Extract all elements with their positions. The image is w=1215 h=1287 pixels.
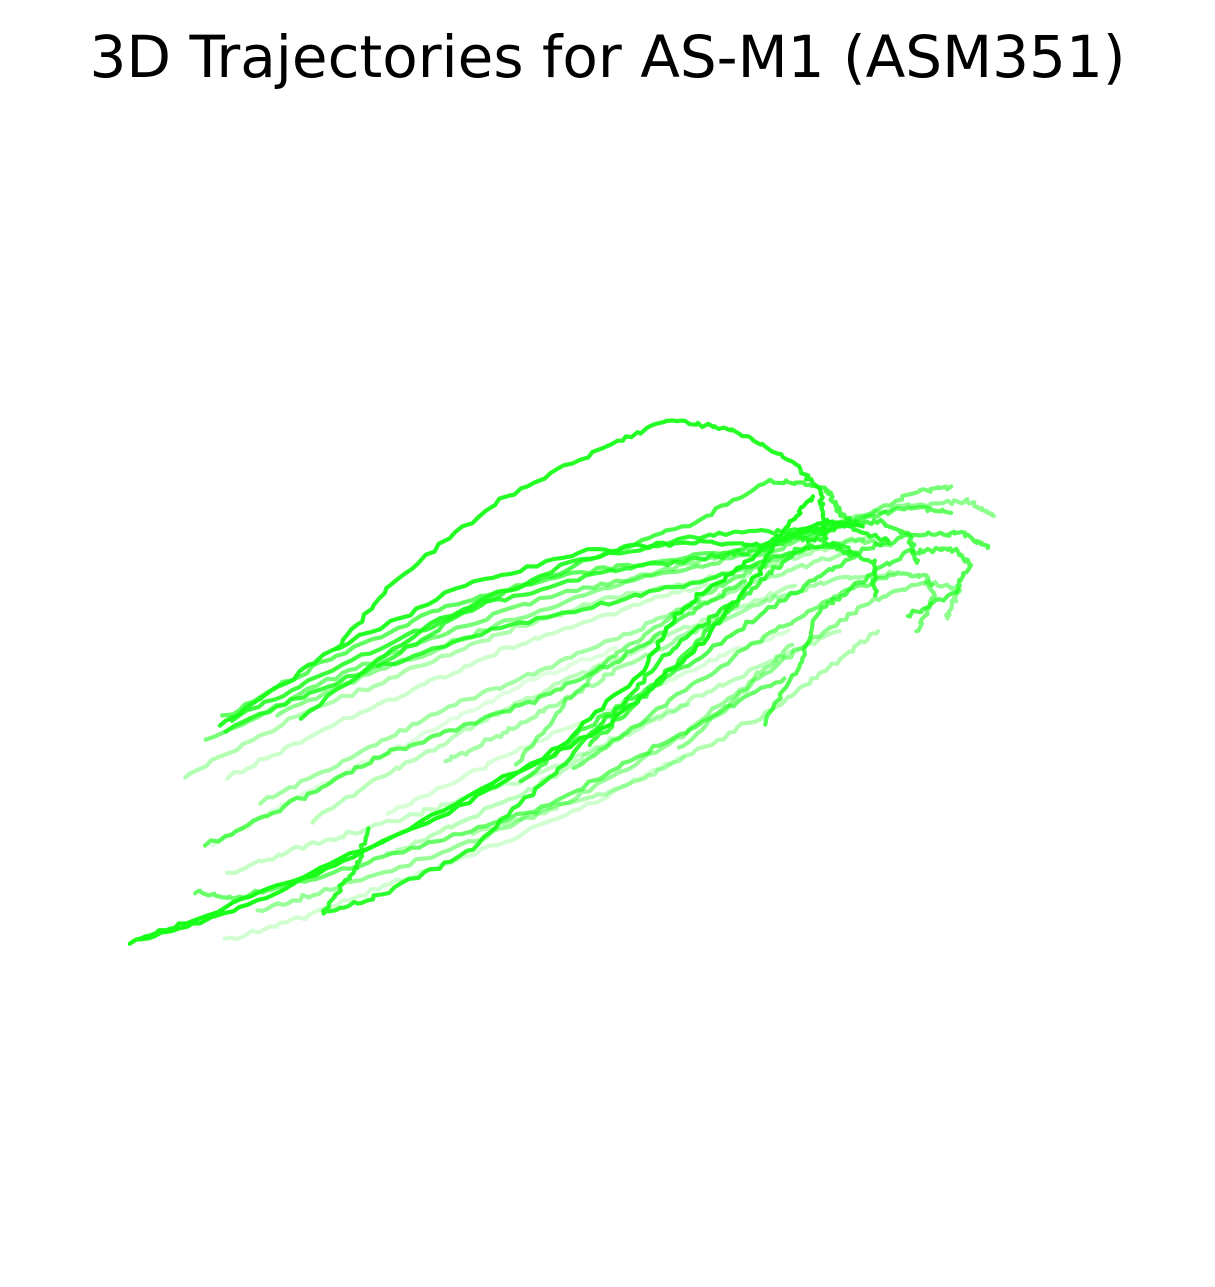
trajectory-line-3 <box>333 418 830 652</box>
trajectory-line-6 <box>321 600 735 916</box>
trajectory-line-18 <box>513 536 893 767</box>
trajectory-line-23 <box>443 569 896 764</box>
trajectory-line-25 <box>470 629 881 837</box>
trajectory-line-12 <box>518 529 991 784</box>
trajectory-line-30 <box>222 754 686 942</box>
chart-title: 3D Trajectories for AS-M1 (ASM351) <box>89 23 1126 91</box>
trajectory-line-2 <box>137 519 865 942</box>
trajectory-line-31 <box>385 628 791 816</box>
trajectory-group <box>127 418 996 946</box>
trajectory-line-32 <box>210 645 618 848</box>
trajectory-line-29 <box>225 572 760 781</box>
trajectory-line-17 <box>571 570 937 771</box>
trajectory-line-19 <box>275 497 996 718</box>
trajectory-line-14 <box>202 578 747 848</box>
trajectory-line-21 <box>255 642 795 913</box>
trajectory-line-26 <box>310 583 798 825</box>
trajectory-line-20 <box>676 579 963 750</box>
trajectory-line-24 <box>183 535 869 780</box>
trajectory-line-16 <box>203 484 954 742</box>
trajectory-line-22 <box>258 549 854 806</box>
trajectory-line-28 <box>224 702 691 875</box>
trajectory-line-27 <box>384 629 842 856</box>
